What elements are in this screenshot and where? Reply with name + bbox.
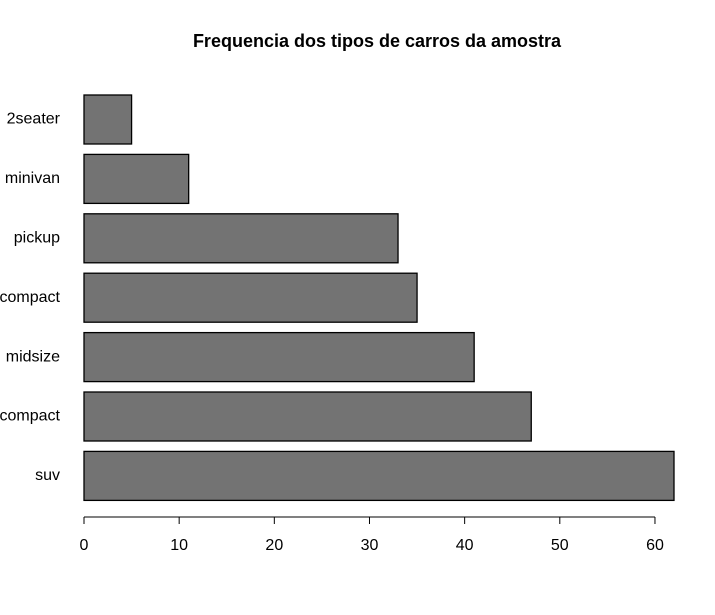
x-tick-label: 50 bbox=[551, 537, 569, 554]
y-tick-label: 2seater bbox=[7, 111, 61, 128]
bar bbox=[83, 331, 475, 383]
y-tick-label: subcompact bbox=[0, 289, 61, 306]
x-tick-label: 40 bbox=[456, 537, 474, 554]
x-tick-label: 20 bbox=[265, 537, 283, 554]
x-tick-label: 0 bbox=[80, 537, 89, 554]
bar bbox=[83, 391, 532, 442]
y-tick-label: midsize bbox=[6, 348, 60, 365]
bar bbox=[83, 213, 399, 264]
bar bbox=[83, 450, 675, 502]
bar bbox=[83, 272, 418, 323]
bar bbox=[83, 153, 190, 205]
y-tick-label: suv bbox=[35, 467, 60, 484]
y-tick-label: minivan bbox=[5, 170, 60, 187]
x-tick-label: 10 bbox=[170, 537, 188, 554]
bar bbox=[83, 94, 133, 145]
chart-title: Frequencia dos tipos de carros da amostr… bbox=[193, 31, 562, 51]
y-tick-label: compact bbox=[0, 408, 61, 425]
x-tick-label: 30 bbox=[361, 537, 379, 554]
x-tick-label: 60 bbox=[646, 537, 664, 554]
y-tick-label: pickup bbox=[14, 230, 60, 247]
